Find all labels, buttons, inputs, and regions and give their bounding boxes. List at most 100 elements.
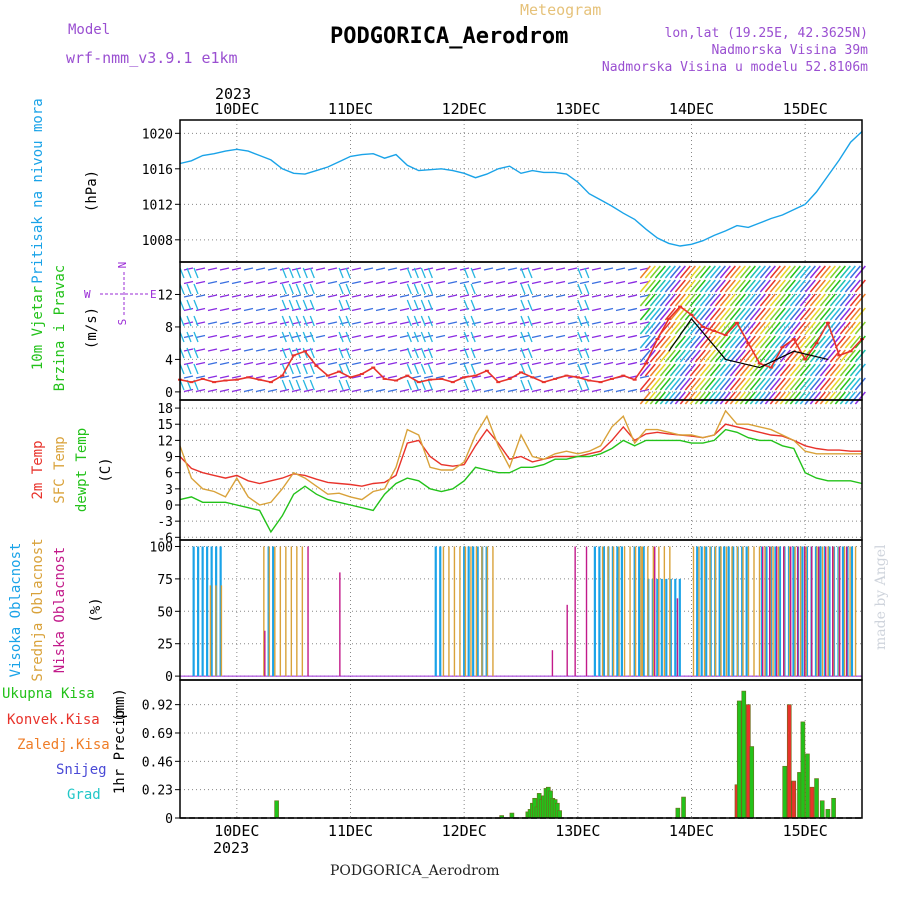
wind-barb: [543, 388, 554, 393]
wind-barb: [844, 321, 856, 335]
wind-barb: [719, 279, 731, 293]
wind-barb: [555, 294, 566, 298]
wind-barb: [435, 361, 446, 366]
meteogram-subtitle: Meteogram: [520, 1, 601, 19]
wind-barb: [679, 265, 691, 279]
wind-barb: [744, 293, 756, 307]
wind-barb: [674, 279, 686, 293]
wind-barb: [799, 377, 811, 391]
wind-barb: [854, 293, 866, 307]
wind-barb: [399, 280, 410, 285]
wind-barb: [195, 388, 206, 393]
wind-barb: [406, 331, 412, 343]
wind-barb: [327, 321, 338, 325]
wind-barb: [309, 267, 315, 279]
x-tick-label-bottom: 12DEC: [442, 822, 487, 840]
wind-barb: [327, 334, 338, 339]
wind-barb: [470, 299, 476, 311]
wind-barb: [834, 265, 846, 279]
wind-barb: [413, 363, 419, 375]
wind-barb: [447, 280, 458, 285]
wind-barb: [338, 331, 344, 343]
wind-barb: [267, 375, 278, 379]
wind-barb: [470, 363, 476, 375]
wind-barb: [495, 307, 506, 312]
wind-barb: [694, 391, 706, 405]
wind-barb: [764, 321, 776, 335]
wind-barb: [207, 280, 218, 285]
wind-barb: [375, 388, 386, 393]
wind-barb: [555, 348, 566, 352]
wind-barb: [255, 267, 266, 271]
wind-barb: [555, 334, 566, 339]
wind-barb: [764, 363, 776, 377]
wind-barb: [579, 267, 590, 271]
wind-barb: [794, 265, 806, 279]
wind-barb: [471, 267, 482, 271]
wind-barb: [351, 334, 362, 339]
wind-barb: [719, 265, 731, 279]
wind-barb: [363, 307, 374, 312]
wind-barb: [829, 307, 841, 321]
wind-barb: [834, 321, 846, 335]
wind-barb: [591, 280, 602, 285]
wind-barb: [639, 335, 651, 349]
wind-barb: [577, 299, 583, 311]
wind-barb: [427, 363, 433, 375]
wind-barb: [345, 331, 351, 343]
wind-barb: [779, 265, 791, 279]
wind-barb: [302, 299, 308, 311]
wind-barb: [281, 283, 287, 295]
wind-barb: [839, 307, 851, 321]
wind-barb: [854, 377, 866, 391]
precip-legend-item: Ukupna Kisa: [2, 686, 95, 702]
wind-barb: [849, 265, 861, 279]
wind-barb: [659, 307, 671, 321]
wind-barb: [669, 293, 681, 307]
wind-barb: [281, 363, 287, 375]
wind-barb: [759, 293, 771, 307]
high-cloud-axis-label: Visoka Oblacnost: [8, 543, 24, 678]
wind-barb: [659, 377, 671, 391]
wind-barb: [495, 361, 506, 366]
wind-barb: [694, 335, 706, 349]
y-tick-label: 6: [165, 467, 173, 482]
y-tick-label: -3: [157, 515, 173, 530]
wind-barb: [839, 293, 851, 307]
wind-barb: [639, 321, 650, 325]
wind-barb: [679, 307, 691, 321]
wind-barb: [584, 299, 590, 311]
wind-barb: [794, 335, 806, 349]
wind-barb: [627, 280, 638, 285]
watermark: made by Angel: [873, 544, 889, 650]
wind-barb: [839, 335, 851, 349]
wind-barb: [375, 294, 386, 298]
wind-barb: [844, 377, 856, 391]
wind-barb: [375, 334, 386, 339]
wind-gust-line: [668, 317, 829, 369]
wind-barb: [694, 307, 706, 321]
wind-barb: [447, 307, 458, 312]
wind-barb: [459, 361, 470, 366]
y-tick-label: 12: [157, 434, 173, 449]
wind-barb: [231, 307, 242, 312]
wind-barb: [195, 348, 206, 352]
wind-barb: [267, 307, 278, 312]
wind-barb: [774, 279, 786, 293]
wind-barb: [644, 279, 656, 293]
wind-barb: [411, 361, 422, 366]
wind-barb: [824, 377, 836, 391]
page-title: PODGORICA_Aerodrom: [330, 24, 568, 49]
wind-barb: [567, 307, 578, 312]
wind-barb: [584, 267, 590, 279]
wind-barb: [603, 361, 614, 366]
wind-barb: [567, 280, 578, 285]
wind-barb: [584, 331, 590, 343]
wind-barb: [794, 293, 806, 307]
wind-barb: [849, 293, 861, 307]
wind-barb: [709, 391, 721, 405]
low-cloud-axis-label: Niska Oblacnost: [52, 547, 68, 673]
total-precip-bar: [805, 753, 810, 819]
wind-barb: [186, 363, 192, 375]
wind-barb: [279, 361, 290, 366]
